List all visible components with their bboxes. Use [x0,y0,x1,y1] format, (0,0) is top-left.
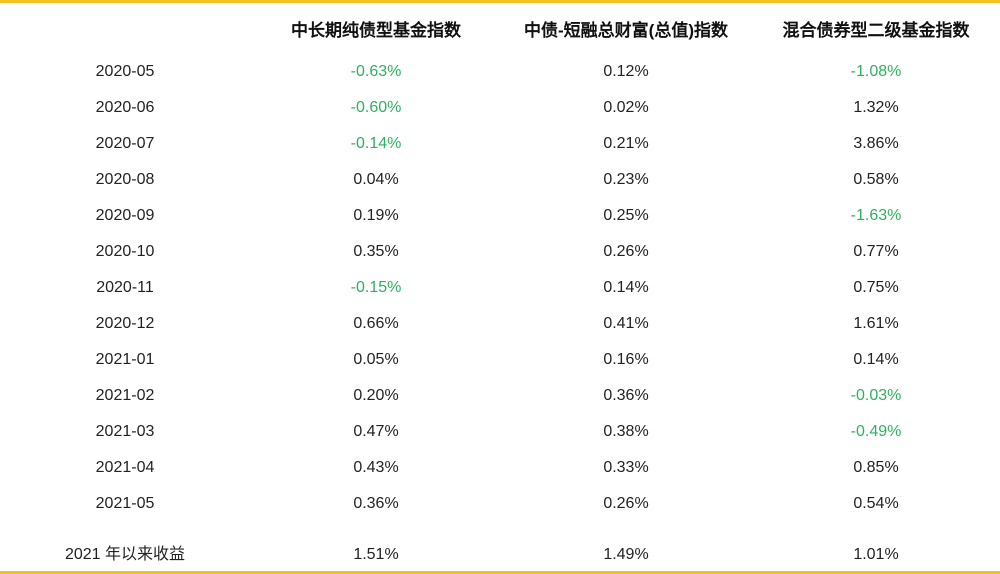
row-value-1: 0.04% [353,171,399,188]
top-border [0,0,1000,3]
row-value-1: 0.35% [353,243,399,260]
row-value-1: 0.47% [353,423,399,440]
row-value-2: 0.38% [603,423,649,440]
row-date: 2020-10 [95,243,155,260]
row-date: 2021-05 [95,495,155,512]
bottom-border [0,571,1000,574]
row-value-2: 0.41% [603,315,649,332]
summary-label: 2021 年以来收益 [64,546,186,563]
row-date: 2020-12 [95,315,155,332]
row-date: 2021-02 [95,387,155,404]
row-date: 2020-08 [95,171,155,188]
row-value-3: 0.75% [853,279,899,296]
row-value-2: 0.16% [603,351,649,368]
row-value-1: 0.66% [353,315,399,332]
summary-row: 2021 年以来收益 1.51% 1.49% 1.01% [0,537,1000,573]
row-date: 2020-09 [95,207,155,224]
table-row: 2020-10 0.35% 0.26% 0.77% [0,234,1000,270]
summary-value-3: 1.01% [853,546,899,563]
row-value-2: 0.25% [603,207,649,224]
row-value-2: 0.26% [603,495,649,512]
row-value-2: 0.36% [603,387,649,404]
table-row: 2020-06 -0.60% 0.02% 1.32% [0,90,1000,126]
table-row: 2021-04 0.43% 0.33% 0.85% [0,450,1000,486]
row-value-1: 0.19% [353,207,399,224]
row-value-3: 1.61% [853,315,899,332]
row-value-1: 0.36% [353,495,399,512]
row-value-3: -0.49% [850,423,902,440]
row-value-3: 0.58% [853,171,899,188]
column-header-3: 混合债券型二级基金指数 [782,21,970,40]
table-row: 2020-05 -0.63% 0.12% -1.08% [0,54,1000,90]
table-row: 2020-12 0.66% 0.41% 1.61% [0,306,1000,342]
row-date: 2020-06 [95,99,155,116]
table-row: 2021-05 0.36% 0.26% 0.54% [0,486,1000,522]
table-row: 2021-01 0.05% 0.16% 0.14% [0,342,1000,378]
row-value-1: -0.60% [350,99,402,116]
table-row: 2021-02 0.20% 0.36% -0.03% [0,378,1000,414]
summary-value-1: 1.51% [353,546,399,563]
row-date: 2020-11 [96,279,154,296]
row-value-2: 0.23% [603,171,649,188]
row-date: 2021-01 [95,351,155,368]
row-value-2: 0.33% [603,459,649,476]
row-value-3: -1.08% [850,63,902,80]
row-value-3: -1.63% [850,207,902,224]
row-value-3: 0.54% [853,495,899,512]
table-row: 2021-03 0.47% 0.38% -0.49% [0,414,1000,450]
row-value-1: -0.14% [350,135,402,152]
row-value-1: -0.15% [350,279,402,296]
summary-value-2: 1.49% [603,546,649,563]
table-row: 2020-08 0.04% 0.23% 0.58% [0,162,1000,198]
row-value-1: 0.43% [353,459,399,476]
row-value-1: 0.20% [353,387,399,404]
row-value-1: 0.05% [353,351,399,368]
row-value-3: 1.32% [853,99,899,116]
table-row: 2020-11 -0.15% 0.14% 0.75% [0,270,1000,306]
table-row: 2020-09 0.19% 0.25% -1.63% [0,198,1000,234]
row-value-2: 0.26% [603,243,649,260]
row-date: 2021-03 [95,423,155,440]
row-value-3: -0.03% [850,387,902,404]
row-date: 2020-07 [95,135,155,152]
row-value-2: 0.12% [603,63,649,80]
row-value-2: 0.14% [603,279,649,296]
row-value-3: 0.14% [853,351,899,368]
row-value-3: 3.86% [853,135,899,152]
row-date: 2020-05 [95,63,155,80]
column-header-1: 中长期纯债型基金指数 [291,21,461,40]
table-row: 2020-07 -0.14% 0.21% 3.86% [0,126,1000,162]
row-value-1: -0.63% [350,63,402,80]
row-date: 2021-04 [95,459,155,476]
row-value-2: 0.21% [603,135,649,152]
row-value-3: 0.85% [853,459,899,476]
column-header-2: 中债-短融总财富(总值)指数 [524,21,728,40]
row-value-2: 0.02% [603,99,649,116]
row-value-3: 0.77% [853,243,899,260]
